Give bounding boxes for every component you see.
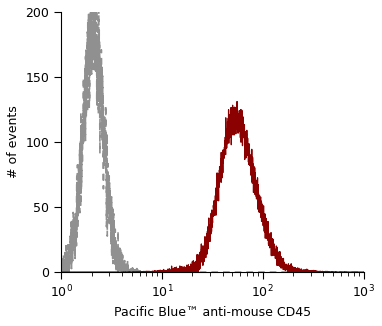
Y-axis label: # of events: # of events [7,106,20,178]
X-axis label: Pacific Blue™ anti-mouse CD45: Pacific Blue™ anti-mouse CD45 [114,306,311,319]
